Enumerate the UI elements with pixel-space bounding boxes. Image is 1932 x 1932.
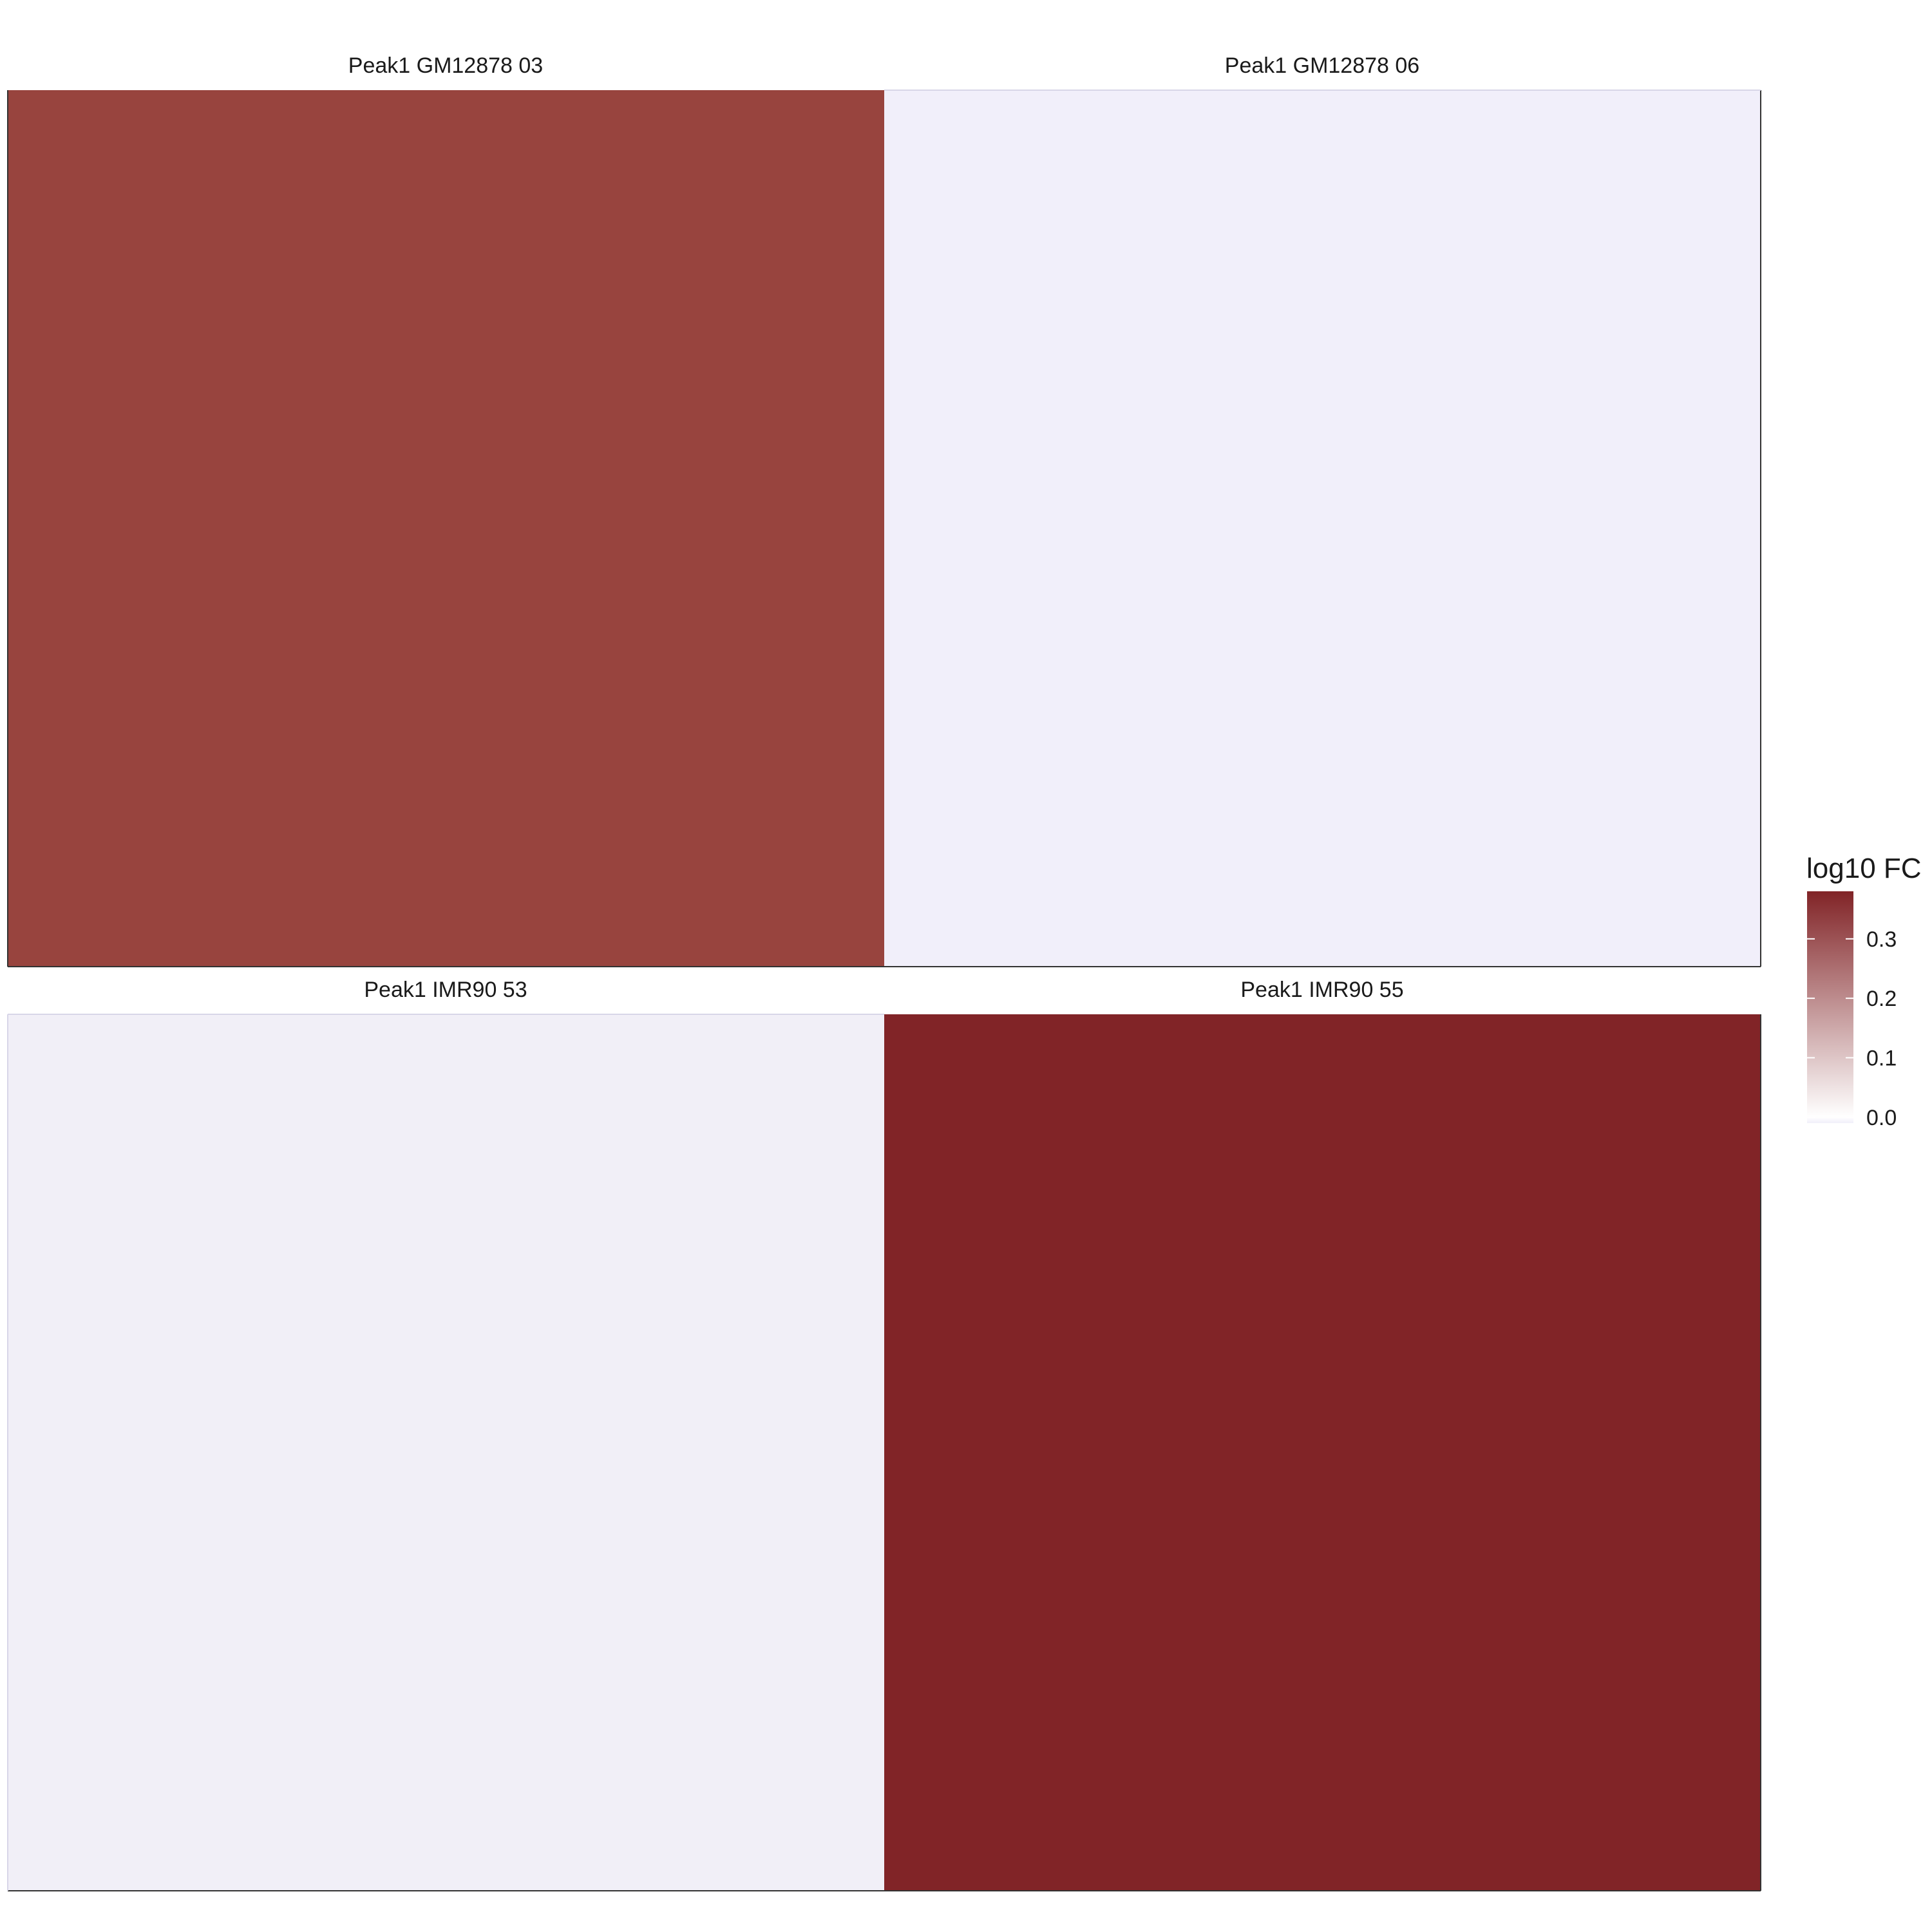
facet-tile: [8, 1014, 884, 1891]
legend-tick-label: 0.0: [1866, 1106, 1897, 1130]
panel-borders-light: [7, 90, 1761, 1891]
legend-tick-label: 0.2: [1866, 987, 1897, 1011]
facet-panel: Peak1 IMR90 55: [884, 978, 1761, 1891]
facet-title: Peak1 IMR90 55: [1240, 978, 1403, 1002]
facet-panel: Peak1 IMR90 53: [8, 978, 884, 1891]
facet-panel: Peak1 GM12878 06: [884, 53, 1761, 967]
legend-tick-label: 0.3: [1866, 927, 1897, 952]
colorbar-legend: log10 FC 0.0 0.1 0.2 0.3: [1806, 853, 1922, 1130]
facet-panels: Peak1 GM12878 03 Peak1 GM12878 06 Peak1 …: [8, 53, 1761, 1891]
facet-title: Peak1 GM12878 03: [348, 53, 543, 78]
facet-tile: [884, 1014, 1761, 1891]
facet-tile: [8, 90, 884, 967]
facet-tile: [884, 90, 1761, 967]
facet-title: Peak1 IMR90 53: [364, 978, 527, 1002]
facet-title: Peak1 GM12878 06: [1225, 53, 1419, 78]
facet-panel: Peak1 GM12878 03: [8, 53, 884, 967]
legend-colorbar: [1807, 891, 1853, 1123]
legend-title: log10 FC: [1806, 853, 1922, 884]
legend-tick-label: 0.1: [1866, 1046, 1897, 1070]
panel-borders: [7, 90, 1761, 1891]
legend-ticks: 0.0 0.1 0.2 0.3: [1807, 927, 1897, 1130]
